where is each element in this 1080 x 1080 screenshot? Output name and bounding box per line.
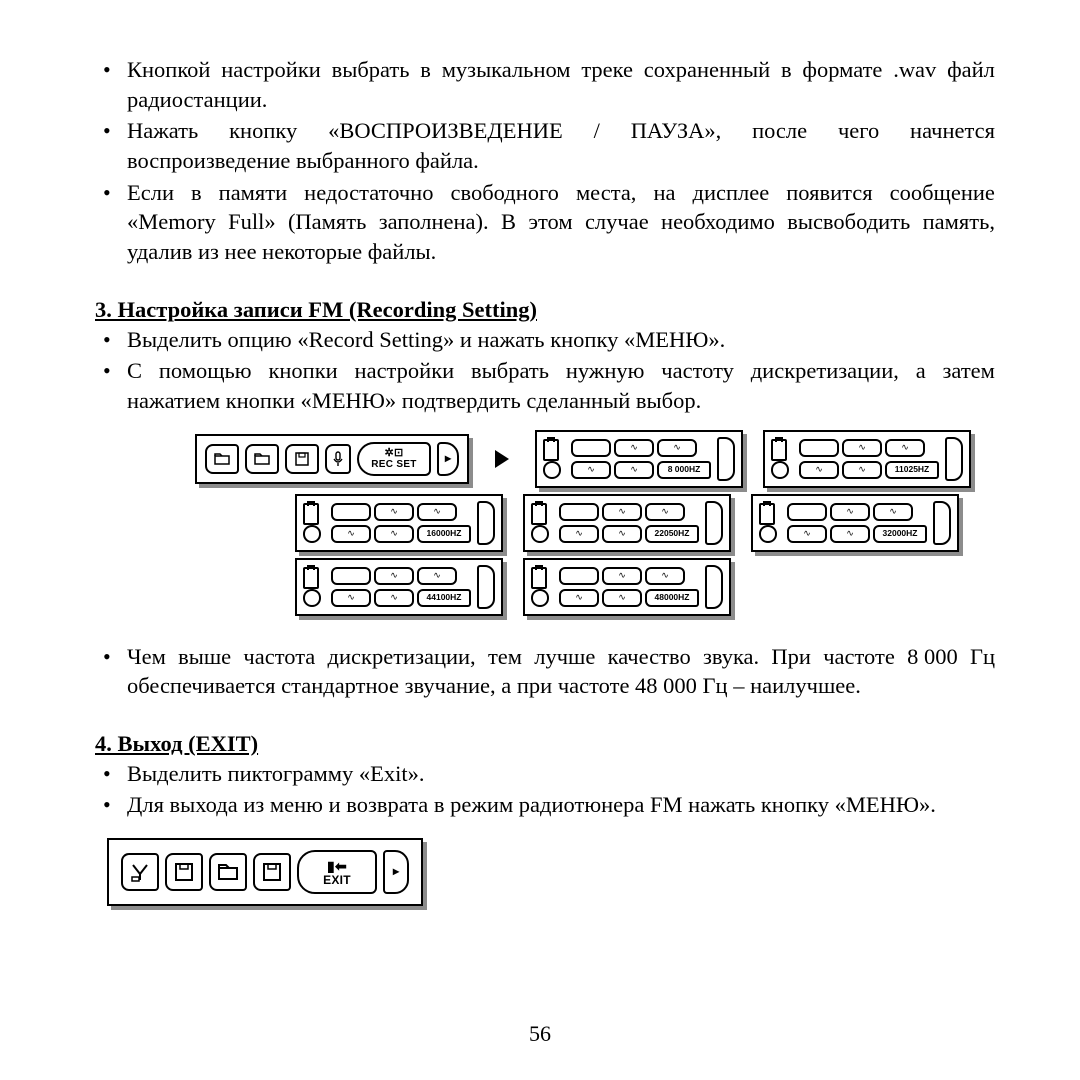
battery-icon <box>531 503 547 526</box>
disk-icon <box>165 853 203 891</box>
bullet-list-top: Кнопкойнастройкивыбратьвмузыкальномтреке… <box>95 55 995 267</box>
lcd-exit-block: ▮⬅ EXIT ▸ <box>107 838 995 906</box>
lcd-hz-8000: ∿ ∿ ∿ ∿ 8 000HZ <box>535 430 743 488</box>
text-line: Чемвышечастотадискретизации,темлучшекаче… <box>127 642 995 672</box>
exit-label: EXIT <box>323 874 351 886</box>
cap-icon <box>945 437 963 481</box>
text-line: нажатием кнопки «МЕНЮ» подтвердить сдела… <box>127 386 995 416</box>
cap-icon <box>477 565 495 609</box>
globe-icon <box>531 589 549 606</box>
lcd-row-1: ✲⊡ REC SET ▸ ∿ ∿ ∿ ∿ 8 000HZ <box>195 430 995 488</box>
cap-icon <box>477 501 495 545</box>
text-line: Нажатькнопку«ВОСПРОИЗВЕДЕНИЕ/ПАУЗА»,посл… <box>127 116 995 146</box>
bullet-item: Кнопкойнастройкивыбратьвмузыкальномтреке… <box>95 55 995 114</box>
exit-pill: ▮⬅ EXIT <box>297 850 377 894</box>
disk-icon <box>285 444 319 474</box>
section-heading-4: 4. Выход (EXIT) <box>95 729 995 759</box>
page-number: 56 <box>0 1019 1080 1048</box>
cap-icon <box>705 501 723 545</box>
arrow-right-icon <box>495 450 509 468</box>
bullet-item: Выделить пиктограмму «Exit». <box>95 759 995 789</box>
bullet-item: Нажатькнопку«ВОСПРОИЗВЕДЕНИЕ/ПАУЗА»,посл… <box>95 116 995 175</box>
bullet-item: Чемвышечастотадискретизации,темлучшекаче… <box>95 642 995 701</box>
lcd-rec-set: ✲⊡ REC SET ▸ <box>195 434 469 484</box>
battery-icon <box>771 439 787 462</box>
gear-icon: ✲⊡ <box>384 448 403 459</box>
bullet-list-3: Выделить опцию «Record Setting» и нажать… <box>95 325 995 416</box>
cap-icon <box>717 437 735 481</box>
lcd-hz-48000: ∿ ∿ ∿ ∿ 48000HZ <box>523 558 731 616</box>
globe-icon <box>771 461 789 478</box>
battery-icon <box>303 503 319 526</box>
cap-icon: ▸ <box>437 442 459 476</box>
lcd-figure-block: ✲⊡ REC SET ▸ ∿ ∿ ∿ ∿ 8 000HZ <box>95 430 995 616</box>
battery-icon <box>759 503 775 526</box>
bullet-item: Для выхода из меню и возврата в режим ра… <box>95 790 995 820</box>
cap-icon: ▸ <box>383 850 409 894</box>
hz-label: 11025HZ <box>885 461 939 479</box>
door-arrow-icon: ▮⬅ <box>327 859 347 873</box>
bullet-list-4: Выделить пиктограмму «Exit». Для выхода … <box>95 759 995 820</box>
rec-set-label: REC SET <box>371 460 416 470</box>
lcd-hz-32000: ∿ ∿ ∿ ∿ 32000HZ <box>751 494 959 552</box>
text-line: удалив из нее некоторые файлы. <box>127 237 995 267</box>
bullet-list-3b: Чемвышечастотадискретизации,темлучшекаче… <box>95 642 995 701</box>
bullet-item: Спомощьюкнопкинастройкивыбратьнужнуючаст… <box>95 356 995 415</box>
manual-page: Кнопкойнастройкивыбратьвмузыкальномтреке… <box>0 0 1080 1080</box>
rec-set-pill: ✲⊡ REC SET <box>357 442 431 476</box>
folder-icon <box>209 853 247 891</box>
section-heading-3: 3. Настройка записи FM (Recording Settin… <box>95 295 995 325</box>
disk-icon <box>253 853 291 891</box>
hz-label: 22050HZ <box>645 525 699 543</box>
lcd-row-2: ∿ ∿ ∿ ∿ 16000HZ ∿ ∿ ∿ ∿ 2205 <box>295 494 995 552</box>
text-line: обеспечивается стандартное звучание, а п… <box>127 671 995 701</box>
globe-icon <box>531 525 549 542</box>
globe-icon <box>303 589 321 606</box>
bullet-item: Выделить опцию «Record Setting» и нажать… <box>95 325 995 355</box>
mic-icon <box>325 444 351 474</box>
lcd-hz-22050: ∿ ∿ ∿ ∿ 22050HZ <box>523 494 731 552</box>
battery-icon <box>303 567 319 590</box>
lcd-hz-44100: ∿ ∿ ∿ ∿ 44100HZ <box>295 558 503 616</box>
cap-icon <box>705 565 723 609</box>
hz-label: 16000HZ <box>417 525 471 543</box>
cap-icon <box>933 501 951 545</box>
text-line: Спомощьюкнопкинастройкивыбратьнужнуючаст… <box>127 356 995 386</box>
text-line: воспроизведение выбранного файла. <box>127 146 995 176</box>
text-line: Кнопкойнастройкивыбратьвмузыкальномтреке… <box>127 55 995 85</box>
hz-label: 44100HZ <box>417 589 471 607</box>
battery-icon <box>543 439 559 462</box>
globe-icon <box>759 525 777 542</box>
text-line: «MemoryFull»(Памятьзаполнена).Вэтомслуча… <box>127 207 995 237</box>
text-line: Есливпамятинедостаточносвободногоместа,н… <box>127 178 995 208</box>
hz-label: 8 000HZ <box>657 461 711 479</box>
lcd-hz-11025: ∿ ∿ ∿ ∿ 11025HZ <box>763 430 971 488</box>
hz-label: 32000HZ <box>873 525 927 543</box>
antenna-icon <box>121 853 159 891</box>
lcd-hz-16000: ∿ ∿ ∿ ∿ 16000HZ <box>295 494 503 552</box>
globe-icon <box>543 461 561 478</box>
lcd-exit: ▮⬅ EXIT ▸ <box>107 838 423 906</box>
lcd-row-3: ∿ ∿ ∿ ∿ 44100HZ ∿ ∿ ∿ ∿ 4800 <box>295 558 995 616</box>
battery-icon <box>531 567 547 590</box>
hz-label: 48000HZ <box>645 589 699 607</box>
text-line: радиостанции. <box>127 85 995 115</box>
folder-icon <box>205 444 239 474</box>
bullet-item: Есливпамятинедостаточносвободногоместа,н… <box>95 178 995 267</box>
folder-icon <box>245 444 279 474</box>
globe-icon <box>303 525 321 542</box>
